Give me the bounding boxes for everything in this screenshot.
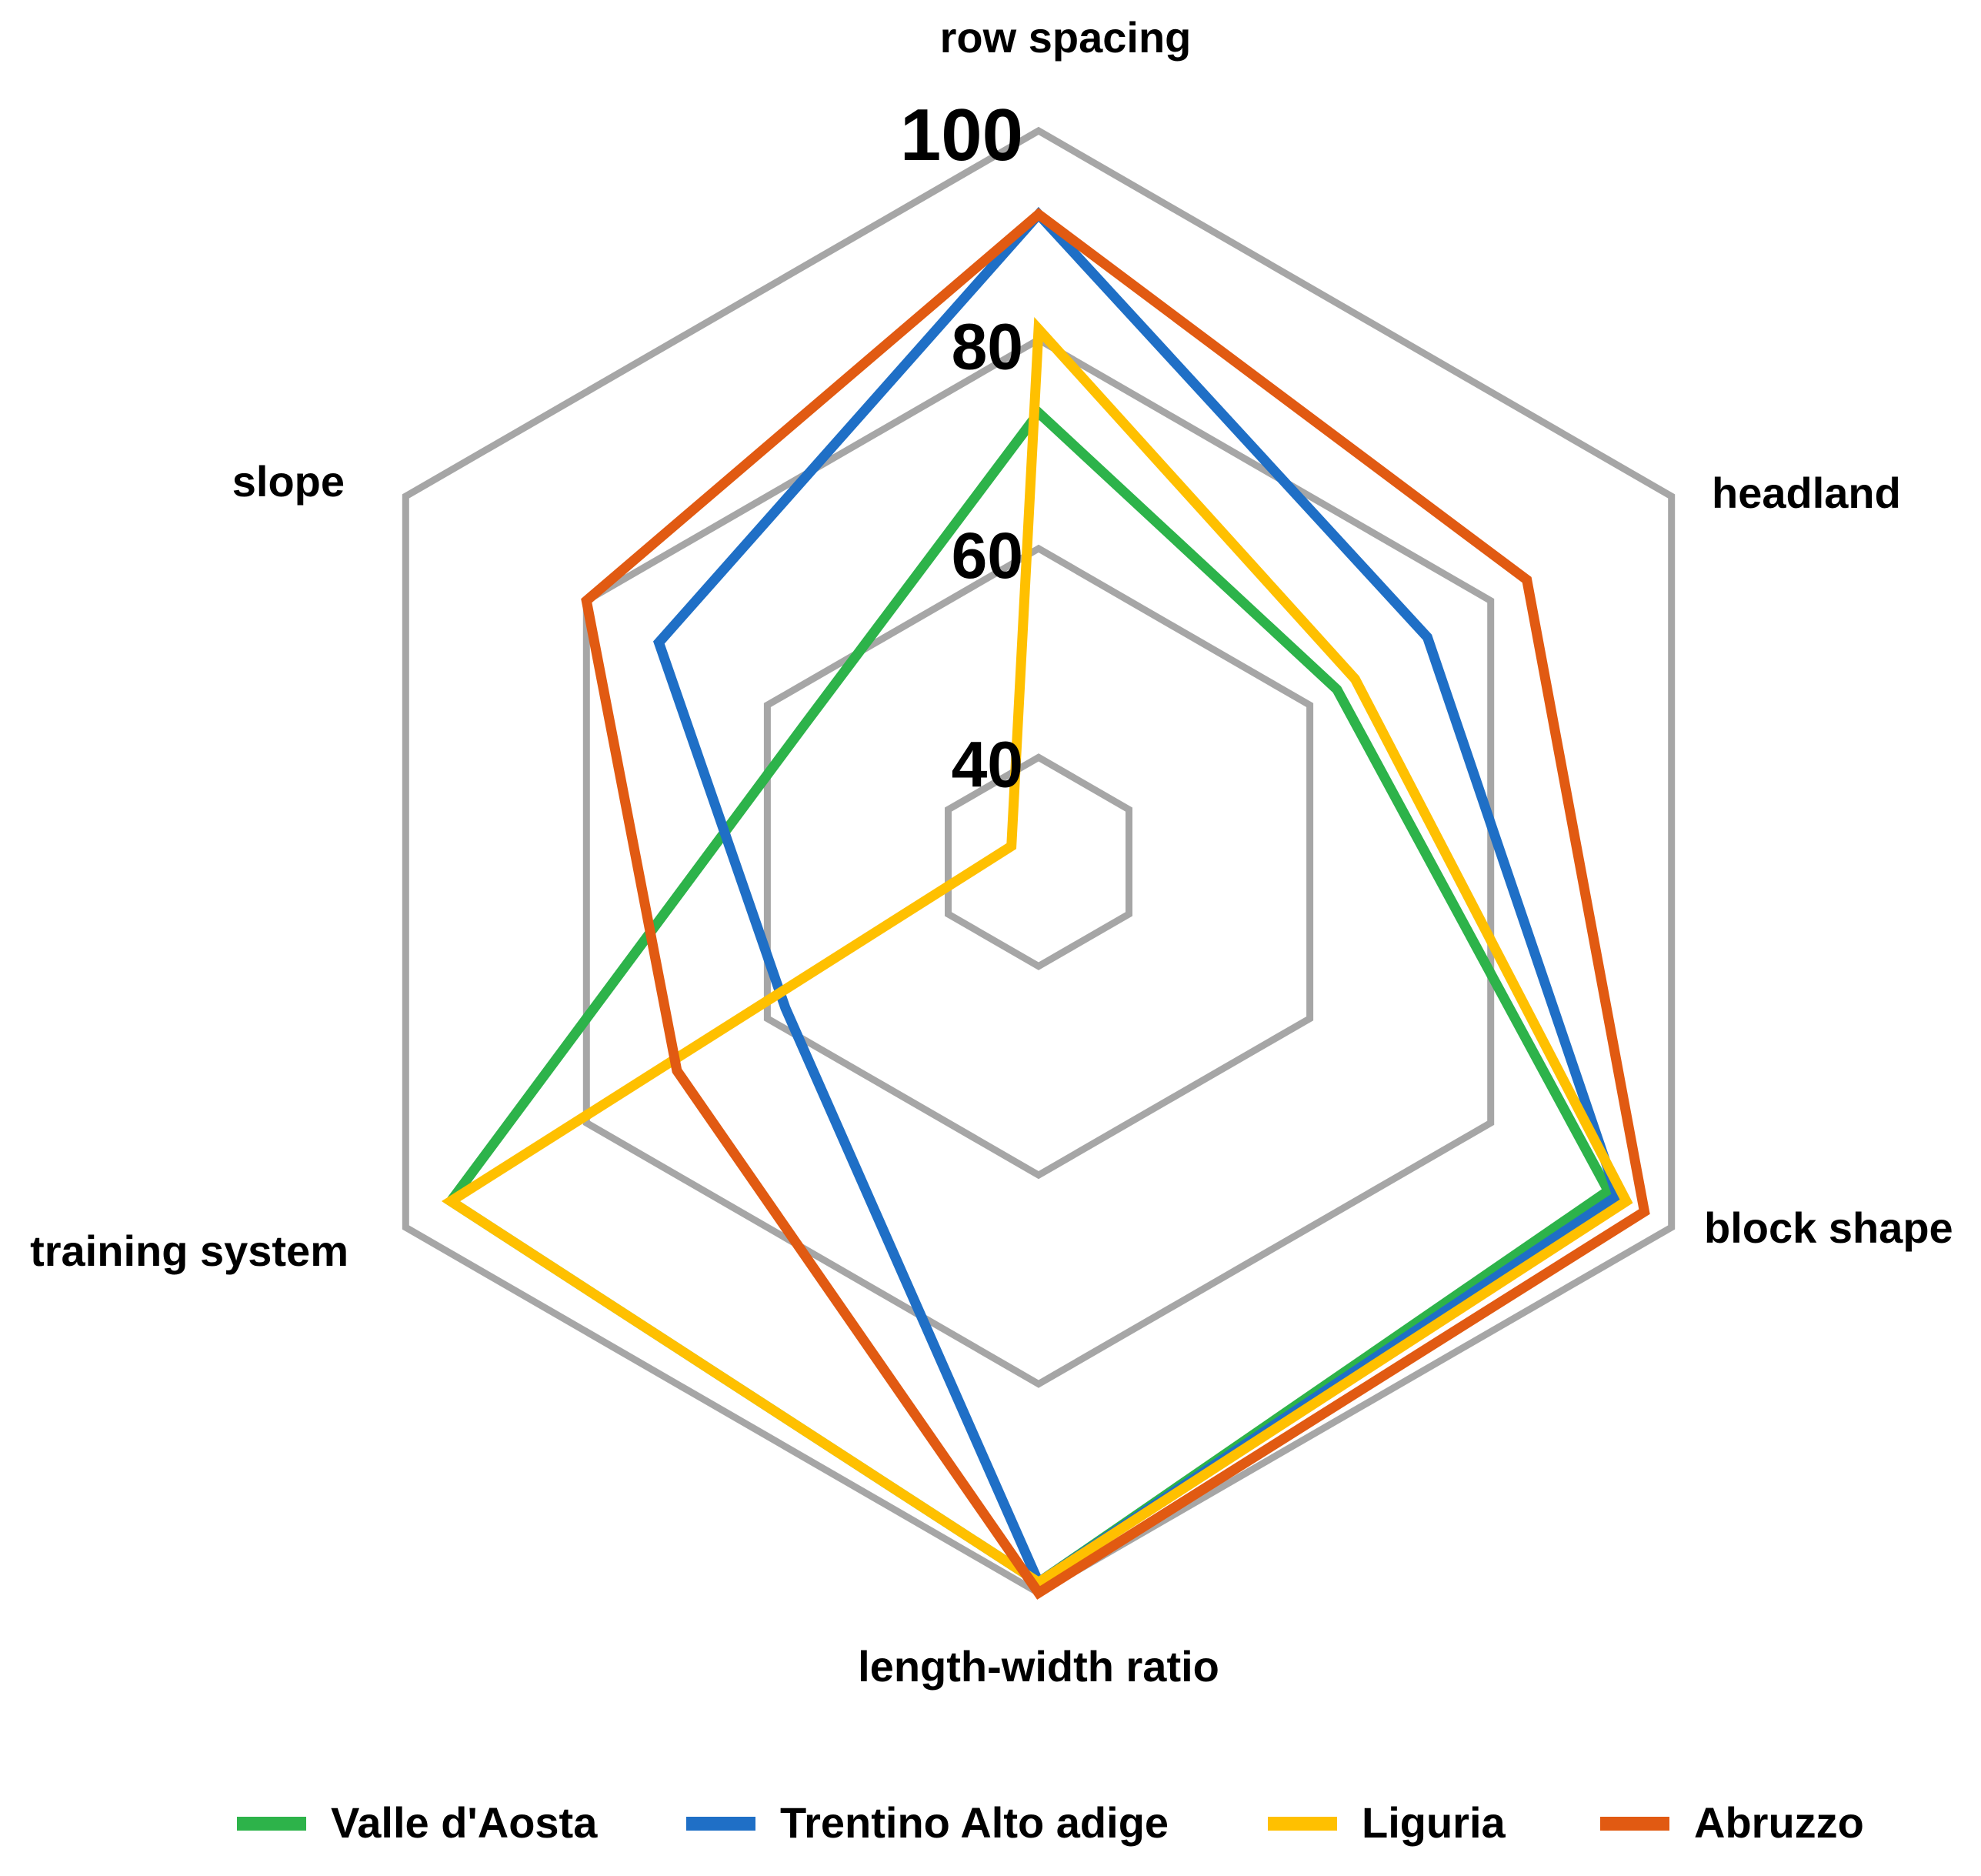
legend-item-valle-d-aosta: Valle d'Aosta — [237, 1798, 598, 1847]
series-line-liguria — [441, 316, 1633, 1589]
legend-label-trentino-alto-adige: Trentino Alto adige — [780, 1798, 1169, 1847]
radar-axis-labels: row spacing headland block shape length-wid… — [30, 13, 1953, 1691]
legend-label-liguria: Liguria — [1362, 1798, 1506, 1847]
tick-label-40: 40 — [952, 728, 1023, 800]
radar-series — [441, 206, 1650, 1600]
legend-item-liguria: Liguria — [1268, 1798, 1506, 1847]
legend-label-abruzzo: Abruzzo — [1694, 1798, 1864, 1847]
tick-label-80: 80 — [952, 310, 1023, 382]
axis-label-training-system: training system — [30, 1227, 349, 1275]
radar-tick-labels: 40 60 80 100 — [900, 94, 1023, 800]
axis-label-headland: headland — [1712, 469, 1901, 517]
legend-label-valle-d-aosta: Valle d'Aosta — [331, 1798, 598, 1847]
legend-item-abruzzo: Abruzzo — [1600, 1798, 1864, 1847]
series-line-abruzzo — [581, 208, 1650, 1600]
axis-label-block-shape: block shape — [1704, 1203, 1953, 1252]
grid-ring-40 — [945, 753, 1132, 970]
grid-ring-80 — [582, 335, 1495, 1388]
axis-label-length-width-ratio: length-width ratio — [858, 1642, 1219, 1691]
chart-legend: Valle d'Aosta Trentino Alto adige Liguria A… — [237, 1798, 1864, 1847]
axis-label-row-spacing: row spacing — [940, 13, 1192, 62]
grid-ring-60 — [763, 544, 1314, 1180]
legend-item-trentino-alto-adige: Trentino Alto adige — [686, 1798, 1169, 1847]
axis-label-slope: slope — [232, 457, 345, 506]
tick-label-60: 60 — [952, 519, 1023, 592]
tick-label-100: 100 — [900, 94, 1023, 176]
